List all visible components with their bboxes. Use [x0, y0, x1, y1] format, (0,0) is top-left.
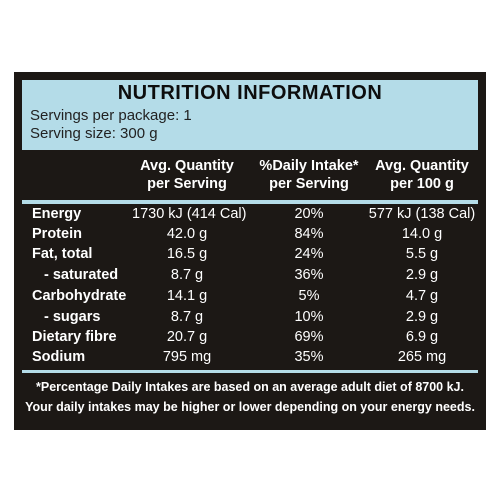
column-header-line: Avg. Quantity	[140, 158, 234, 174]
per-100g-value: 14.0 g	[401, 226, 443, 242]
per-100g-value: 577 kJ (138 Cal)	[368, 206, 476, 222]
per-serving-value: 795 mg	[162, 349, 212, 365]
per-100g-value: 5.5 g	[405, 246, 439, 262]
table-row: Protein 42.0 g 84% 14.0 g	[14, 226, 486, 246]
per-serving-value: 8.7 g	[170, 267, 204, 283]
per-100g-value: 2.9 g	[405, 309, 439, 325]
per-serving-value: 20.7 g	[166, 329, 208, 345]
table-row: Carbohydrate 14.1 g 5% 4.7 g	[14, 288, 486, 308]
per-100g-value: 4.7 g	[405, 288, 439, 304]
column-header-line: per Serving	[269, 176, 349, 192]
column-header-line: per Serving	[147, 176, 227, 192]
divider-bottom	[22, 370, 478, 373]
table-row: Sodium 795 mg 35% 265 mg	[14, 349, 486, 369]
column-header-line: per 100 g	[390, 176, 454, 192]
footnote-line: *Percentage Daily Intakes are based on a…	[36, 380, 464, 394]
column-header-line: Avg. Quantity	[375, 158, 469, 174]
daily-intake-value: 24%	[294, 246, 324, 262]
table-row: - sugars 8.7 g 10% 2.9 g	[14, 309, 486, 329]
table-row: - saturated 8.7 g 36% 2.9 g	[14, 267, 486, 287]
table-row: Energy 1730 kJ (414 Cal) 20% 577 kJ (138…	[14, 206, 486, 226]
panel-title: NUTRITION INFORMATION	[117, 82, 383, 104]
column-header-per-serving: Avg. Quantity per Serving	[132, 157, 242, 193]
nutrient-name: Sodium	[32, 349, 86, 365]
per-100g-value: 265 mg	[397, 349, 447, 365]
daily-intake-value: 69%	[294, 329, 324, 345]
daily-intake-value: 35%	[294, 349, 324, 365]
daily-intake-value: 84%	[294, 226, 324, 242]
table-row: Dietary fibre 20.7 g 69% 6.9 g	[14, 329, 486, 349]
table-row: Fat, total 16.5 g 24% 5.5 g	[14, 246, 486, 266]
divider-top	[22, 200, 478, 204]
footnote-line: Your daily intakes may be higher or lowe…	[25, 400, 475, 414]
nutrient-name: Fat, total	[32, 246, 93, 262]
nutrient-name: Dietary fibre	[32, 329, 117, 345]
per-serving-value: 1730 kJ (414 Cal)	[132, 206, 247, 222]
nutrient-name: Energy	[32, 206, 82, 222]
nutrition-header: NUTRITION INFORMATION Servings per packa…	[22, 80, 478, 150]
column-header-line: %Daily Intake*	[259, 158, 359, 174]
per-serving-value: 8.7 g	[170, 309, 204, 325]
column-header-daily-intake: %Daily Intake* per Serving	[246, 157, 372, 193]
column-header-per-100g: Avg. Quantity per 100 g	[364, 157, 480, 193]
nutrient-name: - sugars	[44, 309, 101, 325]
per-serving-value: 42.0 g	[166, 226, 208, 242]
daily-intake-value: 10%	[294, 309, 324, 325]
servings-per-package: Servings per package: 1	[30, 107, 192, 124]
serving-size: Serving size: 300 g	[30, 125, 158, 142]
nutrient-name: - saturated	[44, 267, 119, 283]
nutrient-name: Carbohydrate	[32, 288, 127, 304]
daily-intake-value: 36%	[294, 267, 324, 283]
nutrition-panel: NUTRITION INFORMATION Servings per packa…	[14, 72, 486, 430]
per-serving-value: 14.1 g	[166, 288, 208, 304]
per-serving-value: 16.5 g	[166, 246, 208, 262]
per-100g-value: 6.9 g	[405, 329, 439, 345]
nutrient-name: Protein	[32, 226, 82, 242]
daily-intake-value: 20%	[294, 206, 324, 222]
daily-intake-value: 5%	[298, 288, 320, 304]
per-100g-value: 2.9 g	[405, 267, 439, 283]
